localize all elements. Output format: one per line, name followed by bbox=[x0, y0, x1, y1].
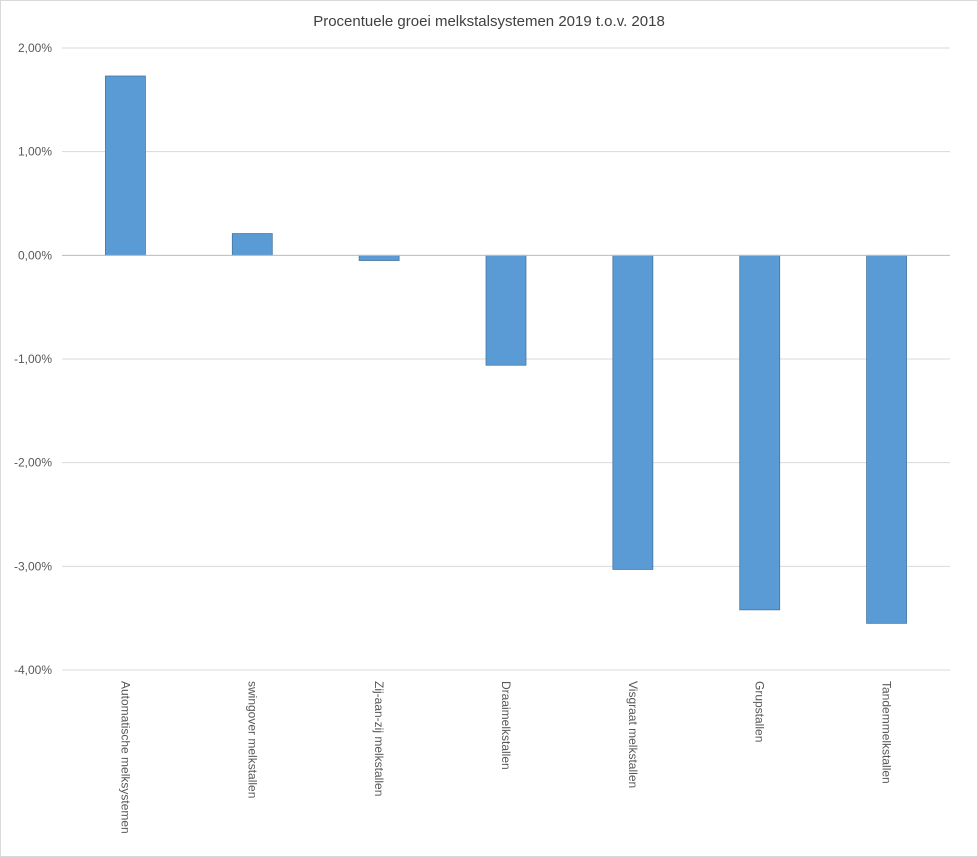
category-label: Visgraat melkstallen bbox=[626, 681, 640, 788]
category-labels: Automatische melksystemen swingover melks… bbox=[118, 681, 893, 834]
category-label: swingover melkstallen bbox=[245, 681, 259, 798]
category-label: Zij-aan-zij melkstallen bbox=[372, 681, 386, 796]
bar bbox=[105, 75, 146, 256]
y-tick-label: -4,00% bbox=[14, 663, 52, 677]
category-label: Draaimelkstallen bbox=[499, 681, 513, 770]
y-tick-label: 0,00% bbox=[18, 248, 52, 262]
y-tick-label: 1,00% bbox=[18, 145, 52, 159]
category-label: Tandemmelkstallen bbox=[880, 681, 894, 784]
chart-title: Procentuele groei melkstalsystemen 2019 … bbox=[313, 13, 665, 30]
category-label: Grupstallen bbox=[753, 681, 767, 742]
bar bbox=[231, 233, 273, 256]
y-tick-label: -2,00% bbox=[14, 456, 52, 470]
y-tick-label: 2,00% bbox=[18, 41, 52, 55]
bar bbox=[358, 254, 400, 261]
bars bbox=[105, 75, 907, 624]
y-tick-label: -1,00% bbox=[14, 352, 52, 366]
y-tick-label: -3,00% bbox=[14, 559, 52, 573]
bar bbox=[866, 254, 907, 624]
category-label: Automatische melksystemen bbox=[118, 681, 132, 834]
bar bbox=[612, 254, 654, 570]
y-axis-tick-labels: 2,00% 1,00% 0,00% -1,00% -2,00% -3,00% -4,00% bbox=[14, 41, 52, 677]
bar bbox=[739, 254, 781, 611]
bar bbox=[485, 254, 527, 366]
